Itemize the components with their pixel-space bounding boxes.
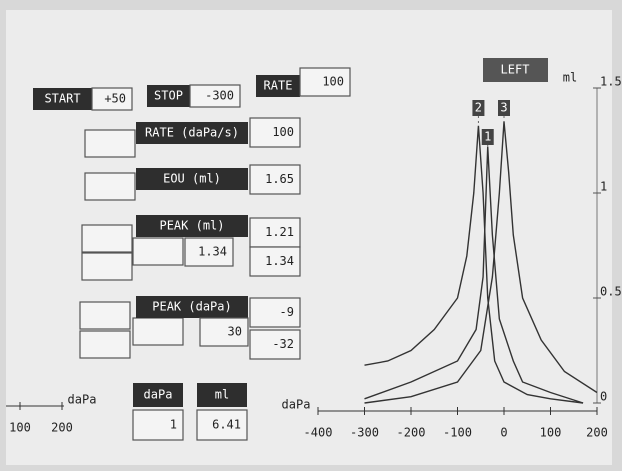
empty-box [81,252,133,281]
empty-box [81,224,133,253]
row-label-bg [136,122,248,144]
row-middle-box [184,237,234,267]
ml-value-box [196,409,248,441]
x-tick-label: -300 [350,426,379,440]
row-value-box [249,246,301,277]
rate-label-bg [256,75,300,97]
ml-label-bg [197,383,247,407]
side-button-bg [483,58,548,82]
x-tick-label: 0 [500,426,507,440]
x-tick-label: 200 [586,426,608,440]
row-value-box [249,164,301,195]
row-middle-box [199,317,249,347]
curve [364,146,584,404]
left-axis-label: daPa [68,393,97,407]
row-label: RATE (daPa/s) [145,126,239,140]
row-middle: 1.34 [198,245,227,259]
x-tick-label: -400 [304,426,333,440]
row-value: 1.65 [265,172,294,186]
empty-box [132,237,184,266]
row-value-box [249,297,301,328]
marker-bg [472,100,485,116]
row-label: PEAK (ml) [159,219,224,233]
row-label-bg [136,296,248,318]
empty-box [84,129,136,158]
ml-label: ml [215,388,229,402]
ml-value: 6.41 [212,418,241,432]
row-middle: 30 [228,325,242,339]
marker-bg [498,100,510,116]
rate-value-box [299,67,351,97]
row-label: PEAK (daPa) [152,300,231,314]
dapa-label-bg [133,383,183,407]
row-value-box [249,329,301,360]
row-label-bg [136,215,248,237]
start-label-bg [33,88,92,110]
x-tick-label: -100 [443,426,472,440]
curve [364,125,584,404]
y-tick-label: 0 [600,390,607,404]
row-value: -9 [280,305,294,319]
left-tick-label: 100 [9,421,31,435]
x-axis-label: daPa [282,398,311,412]
stop-label: STOP [154,89,183,103]
dapa-label: daPa [144,388,173,402]
marker-label: 2 [475,101,482,115]
start-value: +50 [104,92,126,106]
y-axis-label: ml [563,71,577,85]
row-value: 100 [272,125,294,139]
dapa-value-box [132,409,184,441]
y-tick-label: 0.5 [600,285,622,299]
start-value-box [91,87,133,111]
dapa-value: 1 [170,418,177,432]
rate-label: RATE [264,79,293,93]
marker-label: 3 [500,101,507,115]
row-label: EOU (ml) [163,172,221,186]
empty-box [84,172,136,201]
empty-box [79,301,131,330]
x-tick-label: 100 [540,426,562,440]
empty-box [79,330,131,359]
left-tick-label: 200 [51,421,73,435]
y-tick-label: 1 [600,180,607,194]
stop-label-bg [147,85,190,107]
marker-label: 1 [484,130,491,144]
row-label-bg [136,168,248,190]
x-tick-label: -200 [397,426,426,440]
row-value-box [249,217,301,248]
empty-box [132,317,184,346]
side-button: LEFT [501,63,530,77]
start-label: START [44,92,80,106]
marker-bg [481,129,494,145]
row-value: -32 [272,337,294,351]
row-value-box [249,117,301,148]
rate-value: 100 [322,75,344,89]
stop-value-box [189,84,241,108]
stop-value: -300 [205,89,234,103]
y-tick-label: 1.5 [600,75,622,89]
row-value: 1.34 [265,254,294,268]
row-value: 1.21 [265,225,294,239]
